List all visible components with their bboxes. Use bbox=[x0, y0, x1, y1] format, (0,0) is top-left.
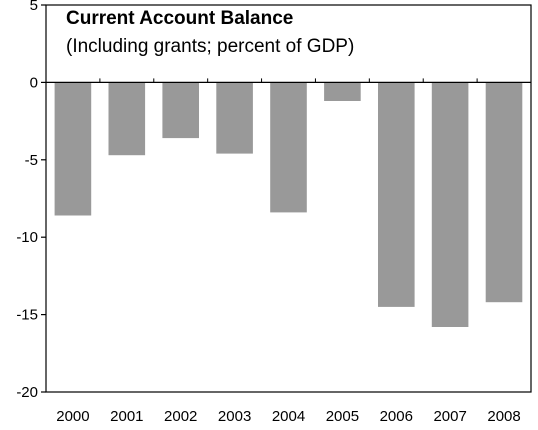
x-tick-label: 2004 bbox=[272, 408, 305, 425]
x-tick-label: 2003 bbox=[218, 408, 251, 425]
x-tick-label: 2005 bbox=[326, 408, 359, 425]
bars-group bbox=[54, 82, 523, 328]
axes-group: 5 0 -5 -10 -15 -20 2000 2001 2002 2003 2004 2005 200… bbox=[16, 0, 532, 425]
x-tick-label: 2008 bbox=[487, 408, 520, 425]
x-tick-label: 2007 bbox=[433, 408, 466, 425]
bar-2008 bbox=[485, 82, 523, 303]
y-tick-label: 5 bbox=[30, 0, 38, 14]
y-tick-label: -10 bbox=[16, 229, 38, 246]
bar-2000 bbox=[54, 82, 92, 216]
bar-2001 bbox=[108, 82, 146, 156]
x-tick-label: 2002 bbox=[164, 408, 197, 425]
y-tick-label: -15 bbox=[16, 307, 38, 324]
x-tick-label: 2006 bbox=[380, 408, 413, 425]
bar-2006 bbox=[378, 82, 415, 307]
y-tick-label: -5 bbox=[25, 152, 38, 169]
chart-subtitle: (Including grants; percent of GDP) bbox=[66, 36, 355, 57]
plot-frame bbox=[45, 4, 532, 393]
bar-2004 bbox=[270, 82, 307, 213]
x-tick-label: 2001 bbox=[110, 408, 143, 425]
bar-2005 bbox=[324, 82, 361, 101]
bar-2003 bbox=[216, 82, 253, 154]
chart-title: Current Account Balance bbox=[66, 8, 294, 29]
bar-2007 bbox=[431, 82, 469, 328]
y-tick-label: 0 bbox=[30, 74, 38, 91]
x-tick-label: 2000 bbox=[56, 408, 89, 425]
y-tick-label: -20 bbox=[16, 384, 38, 401]
bar-2002 bbox=[162, 82, 199, 139]
